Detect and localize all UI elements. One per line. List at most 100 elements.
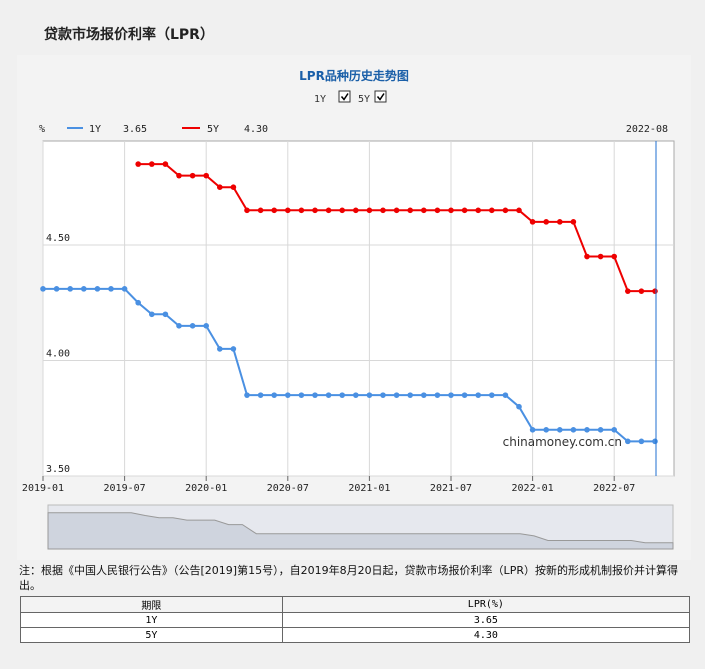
data-point-1y[interactable] <box>380 392 386 398</box>
data-point-1y[interactable] <box>217 346 223 352</box>
data-point-1y[interactable] <box>285 392 291 398</box>
data-point-1y[interactable] <box>135 299 141 306</box>
data-point-1y[interactable] <box>203 323 209 329</box>
data-point-1y[interactable] <box>353 392 359 398</box>
data-point-1y[interactable] <box>448 392 454 398</box>
checkbox-1y-label: 1Y <box>314 94 326 105</box>
data-point-5y[interactable] <box>529 219 536 225</box>
data-point-1y[interactable] <box>557 426 563 433</box>
data-point-1y[interactable] <box>312 392 318 398</box>
tick-layer: 3.50 4.00 4.50 2019-01 2019-07 2020-01 2020-07… <box>22 233 635 494</box>
data-point-5y[interactable] <box>597 253 604 260</box>
data-point-1y[interactable] <box>81 286 87 292</box>
data-point-5y[interactable] <box>543 219 549 225</box>
data-point-5y[interactable] <box>475 207 482 214</box>
data-point-1y[interactable] <box>625 438 631 445</box>
data-point-1y[interactable] <box>325 392 332 398</box>
data-point-5y[interactable] <box>380 207 386 214</box>
data-point-1y[interactable] <box>570 426 577 433</box>
data-point-1y[interactable] <box>543 426 549 433</box>
data-point-5y[interactable] <box>502 207 509 214</box>
data-point-1y[interactable] <box>121 286 128 292</box>
data-point-1y[interactable] <box>502 392 509 398</box>
data-point-5y[interactable] <box>652 288 658 294</box>
data-point-5y[interactable] <box>298 207 305 214</box>
data-point-1y[interactable] <box>516 403 522 410</box>
navigator[interactable] <box>47 504 674 550</box>
data-point-1y[interactable] <box>176 323 182 329</box>
x-tick-label: 2020-01 <box>185 483 227 494</box>
data-point-1y[interactable] <box>597 426 604 433</box>
data-point-1y[interactable] <box>257 392 264 398</box>
data-point-1y[interactable] <box>638 438 645 445</box>
data-point-5y[interactable] <box>393 207 400 214</box>
series-line-1y <box>43 287 655 443</box>
data-point-5y[interactable] <box>244 207 250 214</box>
data-point-1y[interactable] <box>67 286 73 292</box>
data-point-1y[interactable] <box>271 392 277 398</box>
data-point-5y[interactable] <box>189 172 196 179</box>
data-point-1y[interactable] <box>230 346 237 352</box>
navigator-area <box>47 512 674 550</box>
data-point-5y[interactable] <box>176 172 182 179</box>
data-point-1y[interactable] <box>298 392 305 398</box>
data-point-5y[interactable] <box>584 253 590 260</box>
x-tick-label: 2022-07 <box>593 483 635 494</box>
data-point-5y[interactable] <box>162 161 169 167</box>
data-point-5y[interactable] <box>312 207 318 214</box>
x-tick-label: 2019-01 <box>22 483 64 494</box>
data-point-5y[interactable] <box>407 207 414 214</box>
data-point-1y[interactable] <box>149 311 155 318</box>
data-point-1y[interactable] <box>461 392 468 398</box>
data-point-5y[interactable] <box>557 219 563 225</box>
data-point-5y[interactable] <box>325 207 332 214</box>
data-point-5y[interactable] <box>489 207 495 214</box>
data-point-1y[interactable] <box>189 323 196 329</box>
data-point-5y[interactable] <box>625 288 631 294</box>
data-point-5y[interactable] <box>461 207 468 214</box>
data-point-5y[interactable] <box>434 207 441 214</box>
data-point-1y[interactable] <box>529 426 536 433</box>
data-point-1y[interactable] <box>244 392 250 398</box>
data-point-1y[interactable] <box>489 392 495 398</box>
data-point-5y[interactable] <box>516 207 522 214</box>
data-point-5y[interactable] <box>638 288 645 294</box>
data-point-5y[interactable] <box>149 161 155 167</box>
watermark: chinamoney.com.cn <box>503 435 622 449</box>
data-point-1y[interactable] <box>393 392 400 398</box>
data-point-1y[interactable] <box>407 392 414 398</box>
data-point-5y[interactable] <box>203 172 209 179</box>
data-point-5y[interactable] <box>570 219 577 225</box>
data-point-1y[interactable] <box>434 392 441 398</box>
checkbox-1y[interactable] <box>338 90 351 103</box>
data-point-1y[interactable] <box>53 286 60 292</box>
data-point-5y[interactable] <box>339 207 346 214</box>
checkbox-5y[interactable] <box>374 90 387 103</box>
data-point-1y[interactable] <box>339 392 346 398</box>
data-point-5y[interactable] <box>217 184 223 191</box>
data-point-1y[interactable] <box>421 392 427 398</box>
data-point-5y[interactable] <box>611 253 617 260</box>
data-point-5y[interactable] <box>421 207 427 214</box>
table-header-row: 期限 LPR(%) <box>20 596 691 613</box>
legend-5y[interactable]: 5Y 4.30 <box>182 124 268 135</box>
data-point-1y[interactable] <box>40 286 46 292</box>
data-point-1y[interactable] <box>94 286 101 292</box>
x-tick-label: 2022-01 <box>512 483 554 494</box>
data-point-5y[interactable] <box>135 161 141 167</box>
data-point-5y[interactable] <box>285 207 291 214</box>
data-point-5y[interactable] <box>257 207 264 214</box>
data-point-1y[interactable] <box>108 286 114 292</box>
data-point-5y[interactable] <box>366 207 373 214</box>
data-point-5y[interactable] <box>271 207 277 214</box>
data-point-5y[interactable] <box>353 207 359 214</box>
data-point-1y[interactable] <box>611 426 617 433</box>
data-point-1y[interactable] <box>366 392 373 398</box>
data-point-5y[interactable] <box>448 207 454 214</box>
legend-1y[interactable]: 1Y 3.65 <box>67 124 147 135</box>
data-point-5y[interactable] <box>230 184 237 191</box>
data-point-1y[interactable] <box>162 311 169 318</box>
data-point-1y[interactable] <box>652 438 658 445</box>
data-point-1y[interactable] <box>475 392 482 398</box>
data-point-1y[interactable] <box>584 426 590 433</box>
